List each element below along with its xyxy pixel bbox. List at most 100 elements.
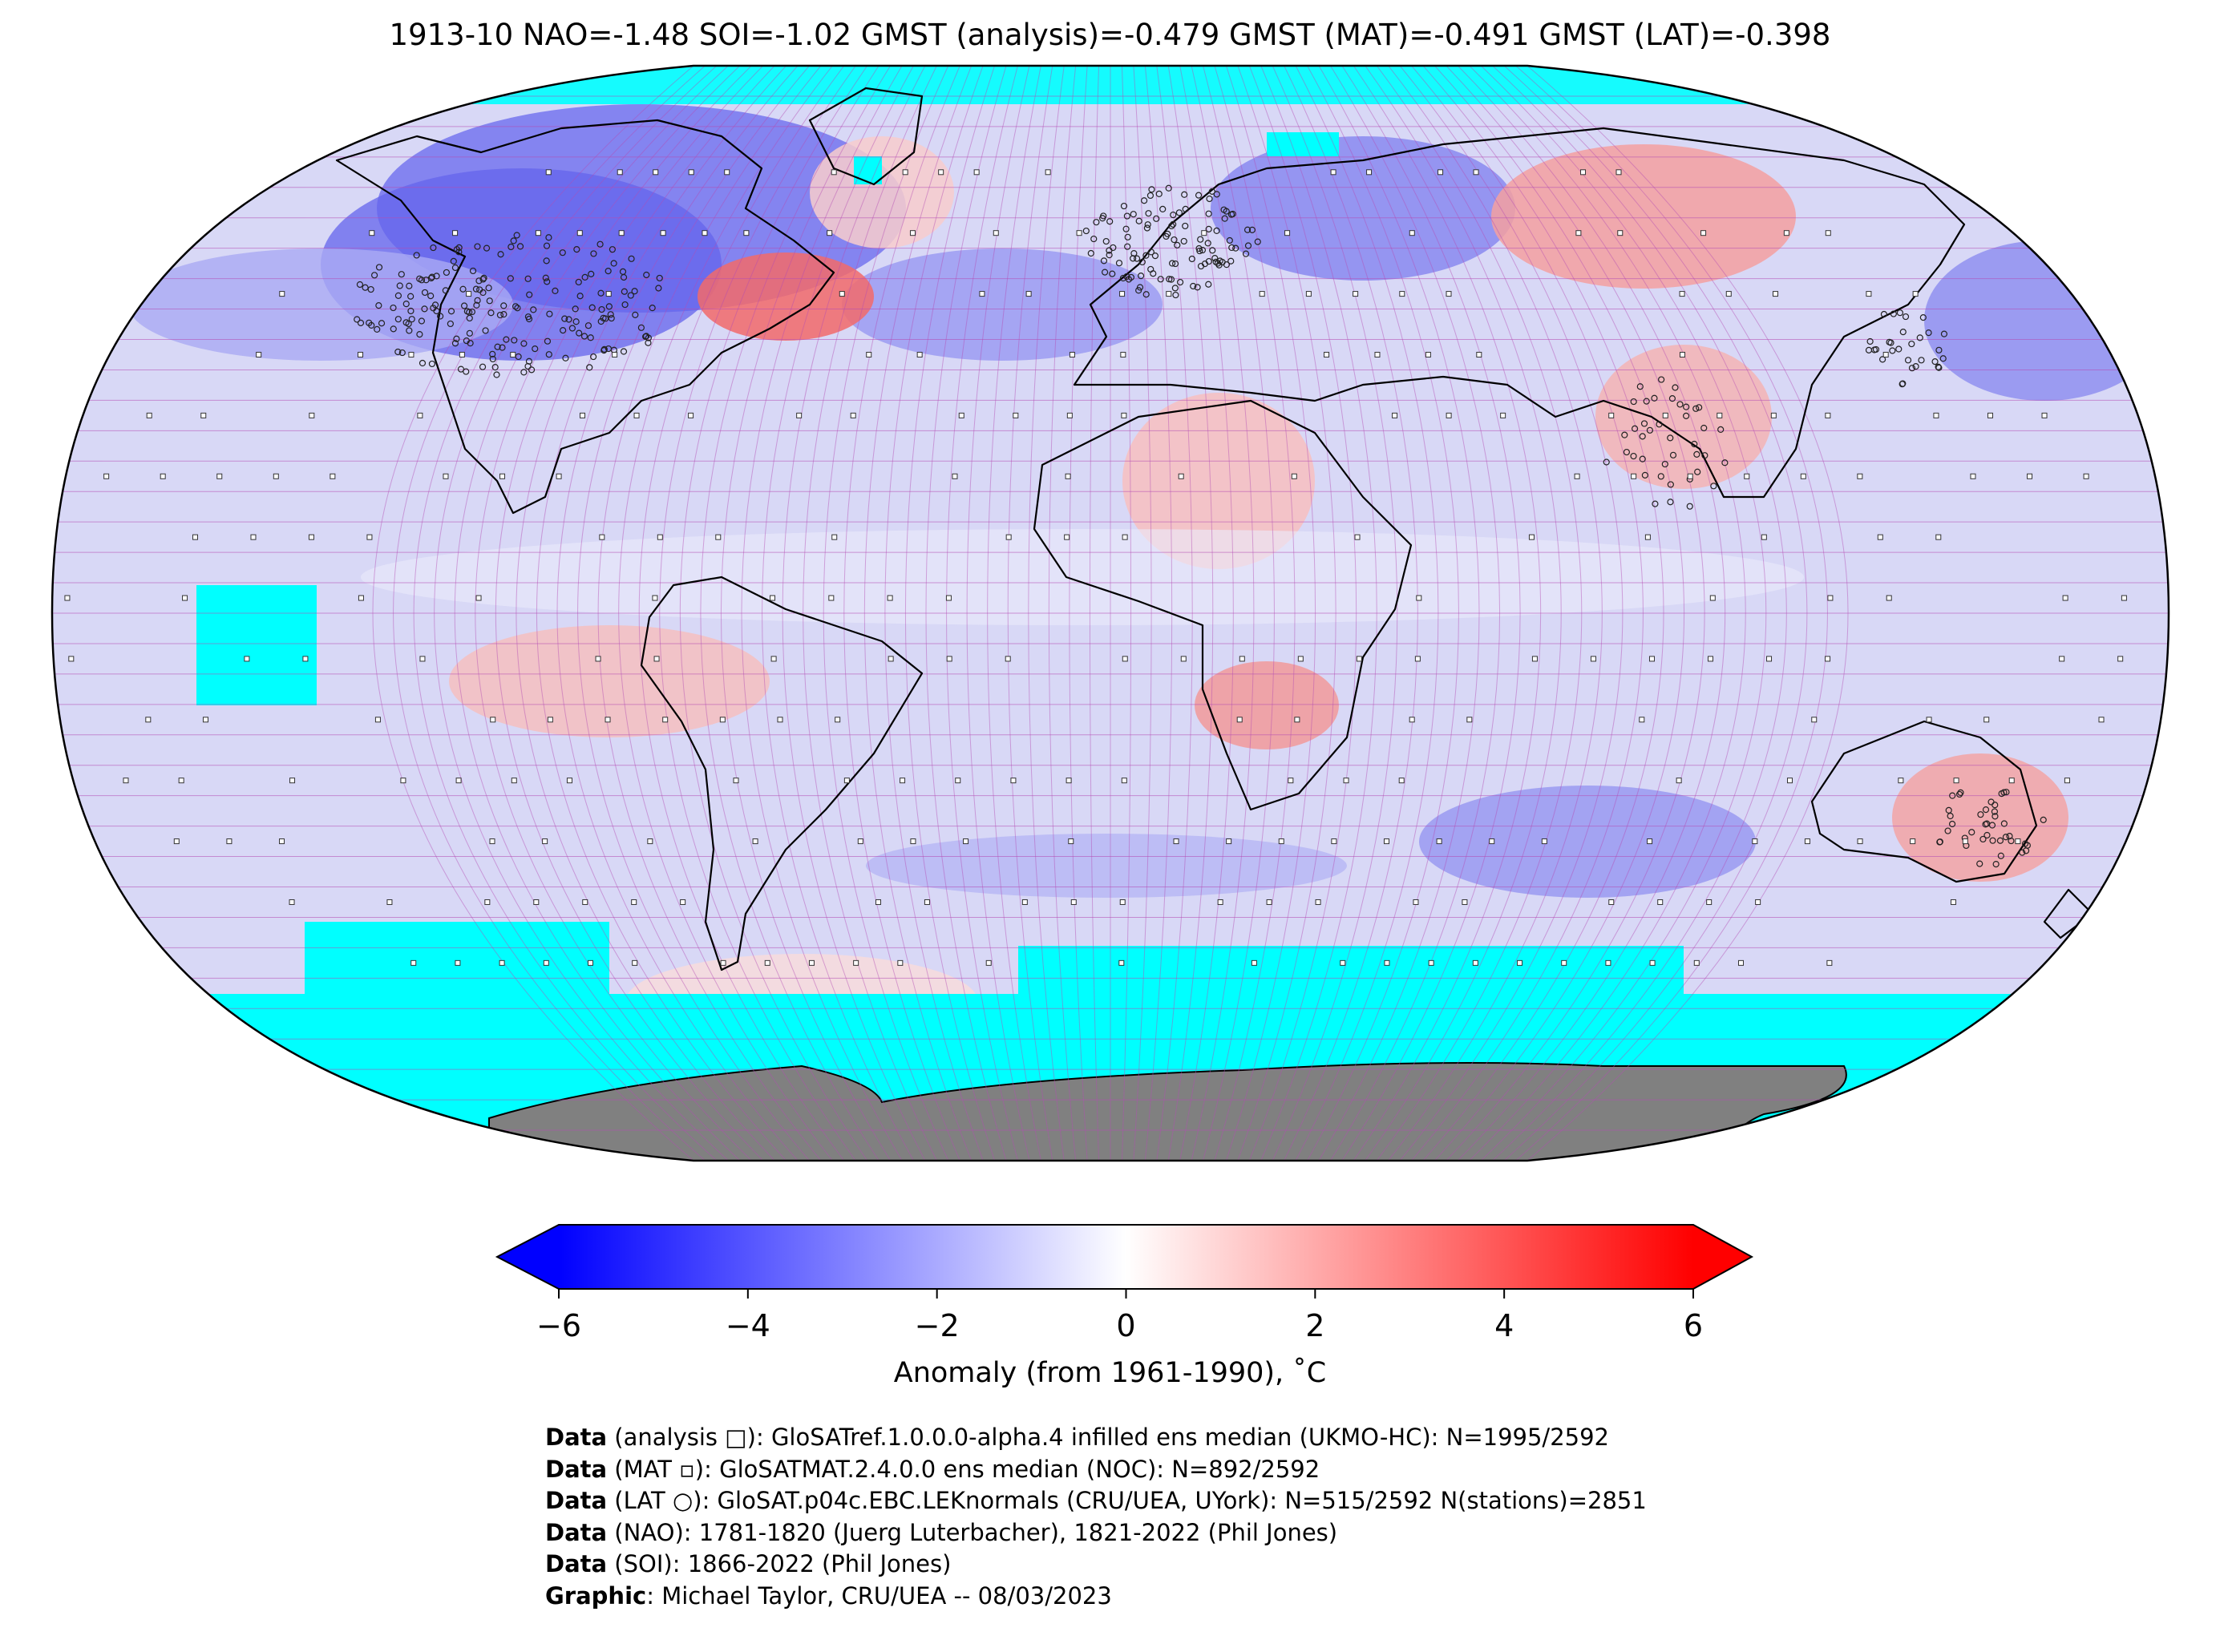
analysis-marker	[358, 595, 364, 601]
analysis-marker	[1354, 534, 1361, 540]
analysis-marker	[647, 838, 653, 845]
analysis-marker	[1910, 838, 1916, 845]
grid-meridian	[1007, 66, 1053, 1161]
station-marker	[1683, 412, 1690, 419]
analysis-marker	[1811, 717, 1818, 723]
analysis-marker	[1608, 412, 1615, 418]
station-marker	[1918, 357, 1925, 364]
station-marker	[656, 274, 663, 282]
colorbar-tick-label: 0	[1116, 1308, 1136, 1343]
station-marker	[1640, 420, 1648, 427]
station-marker	[552, 287, 559, 295]
analysis-marker	[1541, 838, 1547, 845]
station-marker	[1248, 226, 1256, 233]
analysis-marker	[653, 169, 659, 176]
station-marker	[416, 331, 423, 338]
station-marker	[1175, 209, 1183, 216]
station-marker	[1208, 188, 1215, 195]
station-marker	[1254, 238, 1261, 245]
analysis-marker	[366, 534, 373, 540]
analysis-marker	[1416, 595, 1422, 601]
station-marker	[1204, 240, 1211, 247]
analysis-marker	[910, 838, 916, 845]
station-marker	[1220, 206, 1227, 213]
analysis-marker	[938, 169, 944, 176]
station-marker	[357, 319, 365, 326]
central-pacific-no-data	[196, 585, 317, 705]
station-marker	[479, 289, 487, 297]
analysis-marker	[1466, 717, 1473, 723]
station-marker	[1102, 269, 1109, 276]
station-marker	[1700, 424, 1708, 432]
station-marker	[1109, 270, 1116, 277]
station-marker	[524, 313, 532, 321]
analysis-marker	[1428, 959, 1434, 966]
station-marker	[510, 237, 517, 244]
station-marker	[1147, 265, 1154, 273]
station-marker	[1165, 184, 1172, 192]
greenland-coast	[808, 87, 924, 186]
analysis-marker	[1045, 169, 1051, 176]
analysis-marker	[2064, 778, 2070, 784]
grid-meridian	[1341, 66, 1521, 1161]
station-marker	[480, 274, 487, 281]
station-marker	[1983, 831, 1991, 839]
grid-meridian	[925, 66, 1007, 1161]
grid-meridian	[1237, 66, 1336, 1161]
analysis-marker	[796, 412, 803, 418]
analysis-marker	[419, 656, 426, 662]
analysis-marker	[993, 230, 999, 236]
analysis-marker	[1476, 351, 1482, 357]
analysis-marker	[1413, 899, 1419, 905]
analysis-marker	[1462, 899, 1468, 905]
station-marker	[572, 318, 580, 325]
south-indian-cold-anomaly	[1419, 786, 1756, 898]
station-marker	[1135, 287, 1142, 294]
station-marker	[620, 273, 628, 281]
station-marker	[1147, 248, 1154, 256]
analysis-marker	[1639, 717, 1645, 723]
analysis-marker	[1297, 656, 1304, 662]
grid-meridian	[1295, 66, 1439, 1161]
analysis-marker	[1226, 838, 1232, 845]
station-marker	[1182, 205, 1189, 212]
analysis-marker	[1356, 656, 1362, 662]
station-marker	[1171, 236, 1178, 244]
station-marker	[368, 321, 375, 329]
station-marker	[1205, 210, 1212, 217]
station-marker	[1686, 503, 1693, 510]
station-marker	[1138, 258, 1146, 266]
station-marker	[375, 302, 382, 309]
grid-meridian	[762, 66, 914, 1161]
station-marker	[2002, 834, 2010, 841]
station-marker	[1167, 276, 1175, 283]
station-marker	[597, 289, 605, 297]
station-marker	[1146, 192, 1154, 200]
analysis-marker	[1070, 899, 1077, 905]
station-marker	[590, 250, 597, 257]
analysis-marker	[1066, 412, 1073, 418]
grid-meridian	[475, 66, 752, 1161]
station-marker	[642, 333, 650, 340]
analysis-marker	[1324, 351, 1330, 357]
grid-meridian	[946, 66, 1018, 1161]
station-marker	[1209, 247, 1216, 254]
credit-text: (NAO): 1781-1820 (Juerg Luterbacher), 18…	[607, 1518, 1338, 1546]
analysis-marker	[1983, 717, 1990, 723]
analysis-marker	[1877, 534, 1883, 540]
analysis-marker	[632, 959, 638, 966]
map-title: 1913-10 NAO=-1.48 SOI=-1.02 GMST (analys…	[389, 18, 1831, 52]
analysis-marker	[408, 351, 414, 357]
grid-meridian	[659, 66, 856, 1161]
map-outline	[51, 64, 2170, 1162]
analysis-marker	[1236, 717, 1243, 723]
station-marker	[398, 349, 406, 357]
analysis-marker	[1953, 778, 1959, 784]
station-marker	[1896, 309, 1904, 317]
analysis-marker	[1605, 959, 1611, 966]
analysis-marker	[1068, 838, 1074, 845]
station-marker	[1201, 261, 1209, 268]
station-marker	[1171, 285, 1179, 292]
station-marker	[406, 282, 413, 289]
station-marker	[378, 320, 386, 327]
